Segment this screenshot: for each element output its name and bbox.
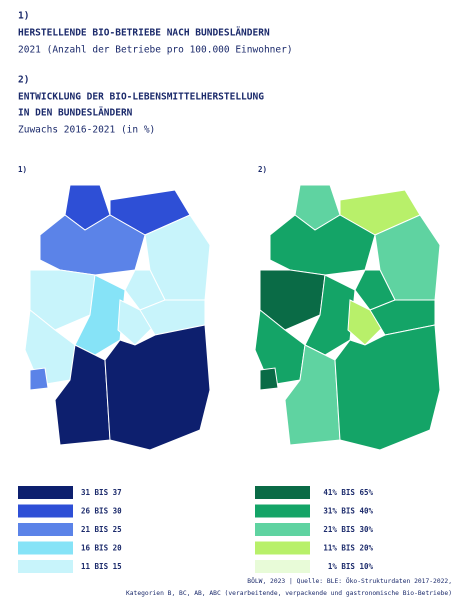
legend-swatch — [255, 560, 310, 573]
part2-title: ENTWICKLUNG DER BIO-LEBENSMITTELHERSTELL… — [18, 92, 264, 103]
state — [334, 324, 441, 451]
legend-swatch — [18, 560, 73, 573]
legend-label: 1% BIS 10% — [328, 562, 374, 571]
legends: 31 BIS 37 26 BIS 30 21 BIS 25 16 BIS 20 11 B… — [18, 486, 373, 573]
legend-swatch — [18, 504, 73, 518]
part2-title: IN DEN BUNDESLÄNDERN — [18, 108, 133, 119]
legend-swatch — [18, 541, 73, 555]
state — [139, 299, 206, 336]
map-label: 2) — [258, 165, 267, 174]
footer: Kategorien B, BC, AB, ABC (verarbeitende… — [126, 590, 452, 597]
legend-swatch — [18, 523, 73, 536]
legend-swatch — [255, 504, 310, 518]
part2-subtitle: Zuwachs 2016-2021 (in %) — [18, 125, 155, 136]
legend-swatch — [255, 486, 310, 499]
state — [104, 324, 211, 451]
part1-number: 1) — [18, 11, 29, 22]
map — [24, 184, 211, 451]
legend-label: 16 BIS 20 — [81, 544, 122, 553]
legend-swatch — [18, 486, 73, 499]
part1-title: HERSTELLENDE BIO-BETRIEBE NACH BUNDESLÄN… — [18, 28, 270, 39]
legend-swatch — [255, 541, 310, 555]
legend-label: 11 BIS 15 — [81, 562, 122, 571]
legend-label: 21 BIS 25 — [81, 525, 122, 534]
map — [254, 184, 441, 451]
part2-number: 2) — [18, 75, 29, 86]
state — [369, 299, 436, 336]
footer: BÖLW, 2023 | Quelle: BLE: Öko-Strukturda… — [247, 576, 452, 585]
legend-label: 31 BIS 37 — [81, 488, 122, 497]
state — [39, 214, 146, 276]
legend-swatch — [255, 523, 310, 536]
legend-label: 26 BIS 30 — [81, 507, 122, 516]
legend-label: 11% BIS 20% — [323, 544, 373, 553]
state — [259, 367, 279, 391]
state — [29, 367, 49, 391]
state — [117, 299, 156, 346]
state — [347, 299, 386, 346]
part1-subtitle: 2021 (Anzahl der Betriebe pro 100.000 Ei… — [18, 45, 293, 56]
map-label: 1) — [18, 165, 27, 174]
legend-label: 21% BIS 30% — [323, 525, 373, 534]
state — [269, 214, 376, 276]
legend-label: 41% BIS 65% — [323, 488, 373, 497]
legend-label: 31% BIS 40% — [323, 507, 373, 516]
